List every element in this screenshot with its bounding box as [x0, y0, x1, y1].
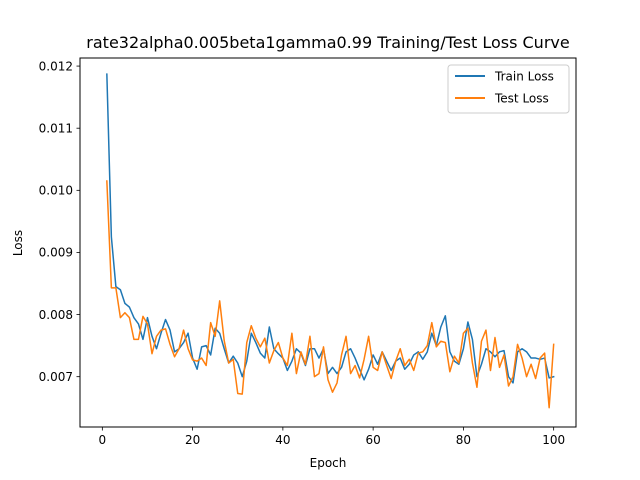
y-tick-label: 0.010 — [39, 184, 73, 198]
y-axis: 0.007 0.008 0.009 0.010 0.011 0.012 — [39, 59, 80, 384]
plot-area — [79, 57, 577, 428]
x-axis: 0 20 40 60 80 100 — [99, 427, 565, 447]
legend: Train Loss Test Loss — [447, 64, 570, 114]
x-axis-label: Epoch — [310, 456, 347, 470]
x-tick-label: 0 — [99, 433, 107, 447]
y-tick-label: 0.012 — [39, 59, 73, 73]
y-tick-label: 0.007 — [39, 370, 73, 384]
x-tick-label: 60 — [365, 433, 380, 447]
axes-frame — [79, 57, 577, 428]
y-tick-label: 0.008 — [39, 308, 73, 322]
x-tick-label: 100 — [542, 433, 565, 447]
y-axis-label: Loss — [11, 230, 25, 256]
series-layer — [106, 73, 555, 409]
series-line-test-loss — [106, 180, 555, 409]
x-tick-label: 20 — [185, 433, 200, 447]
x-tick-label: 40 — [275, 433, 290, 447]
legend-label-test-loss: Test Loss — [494, 91, 549, 105]
x-tick-label: 80 — [456, 433, 471, 447]
chart-title: rate32alpha0.005beta1gamma0.99 Training/… — [86, 33, 569, 52]
legend-label-train-loss: Train Loss — [494, 69, 554, 83]
y-tick-label: 0.011 — [39, 121, 73, 135]
y-tick-label: 0.009 — [39, 246, 73, 260]
